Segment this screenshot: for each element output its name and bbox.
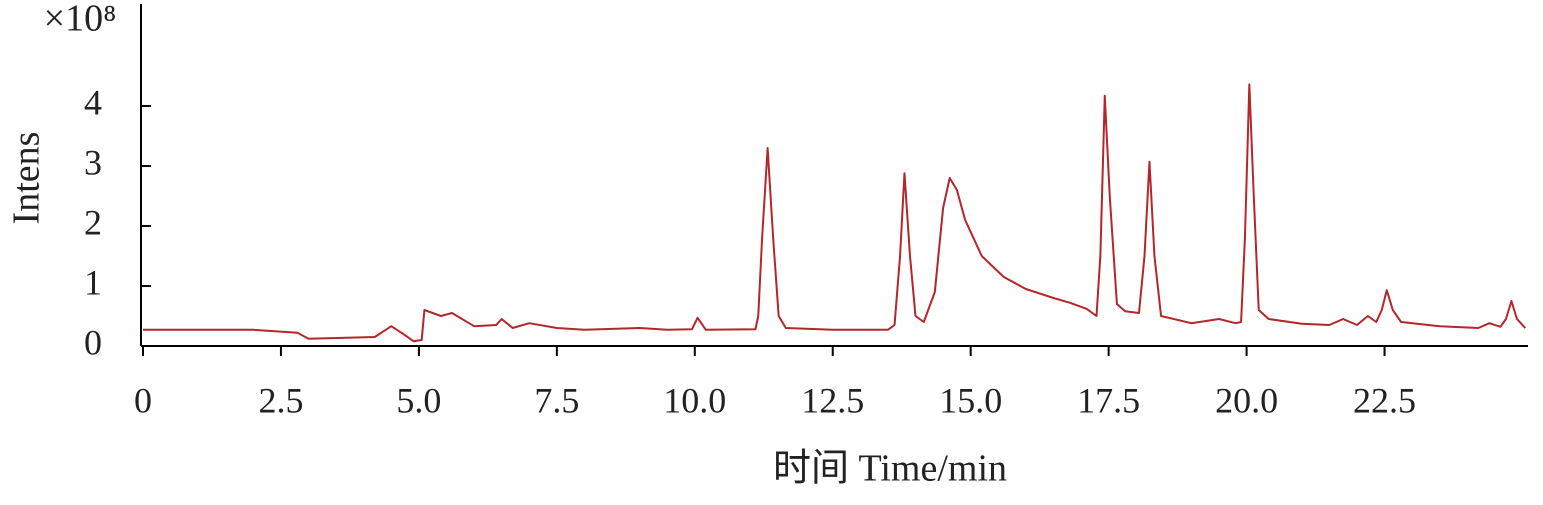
- y-tick-label: 4: [84, 82, 102, 122]
- y-tick-label: 0: [84, 322, 102, 362]
- x-tick-label: 12.5: [801, 380, 864, 420]
- y-tick-label: 1: [84, 262, 102, 302]
- chromatogram-line: [143, 83, 1526, 343]
- x-tick-label: 15.0: [939, 380, 1002, 420]
- x-tick-label: 22.5: [1353, 380, 1416, 420]
- y-tick-label: 2: [84, 202, 102, 242]
- x-tick-label: 7.5: [534, 380, 579, 420]
- x-tick-label: 2.5: [258, 380, 303, 420]
- x-axis-label: 时间 Time/min: [773, 448, 1007, 490]
- x-tick-label: 5.0: [396, 380, 441, 420]
- x-tick-label: 0: [134, 380, 152, 420]
- y-axis-label: Intens: [6, 132, 48, 225]
- y-tick-label: 3: [84, 142, 102, 182]
- x-tick-label: 17.5: [1077, 380, 1140, 420]
- x-tick-label: 10.0: [663, 380, 726, 420]
- x-tick-label: 20.0: [1215, 380, 1278, 420]
- y-multiplier: ×10⁸: [44, 0, 117, 40]
